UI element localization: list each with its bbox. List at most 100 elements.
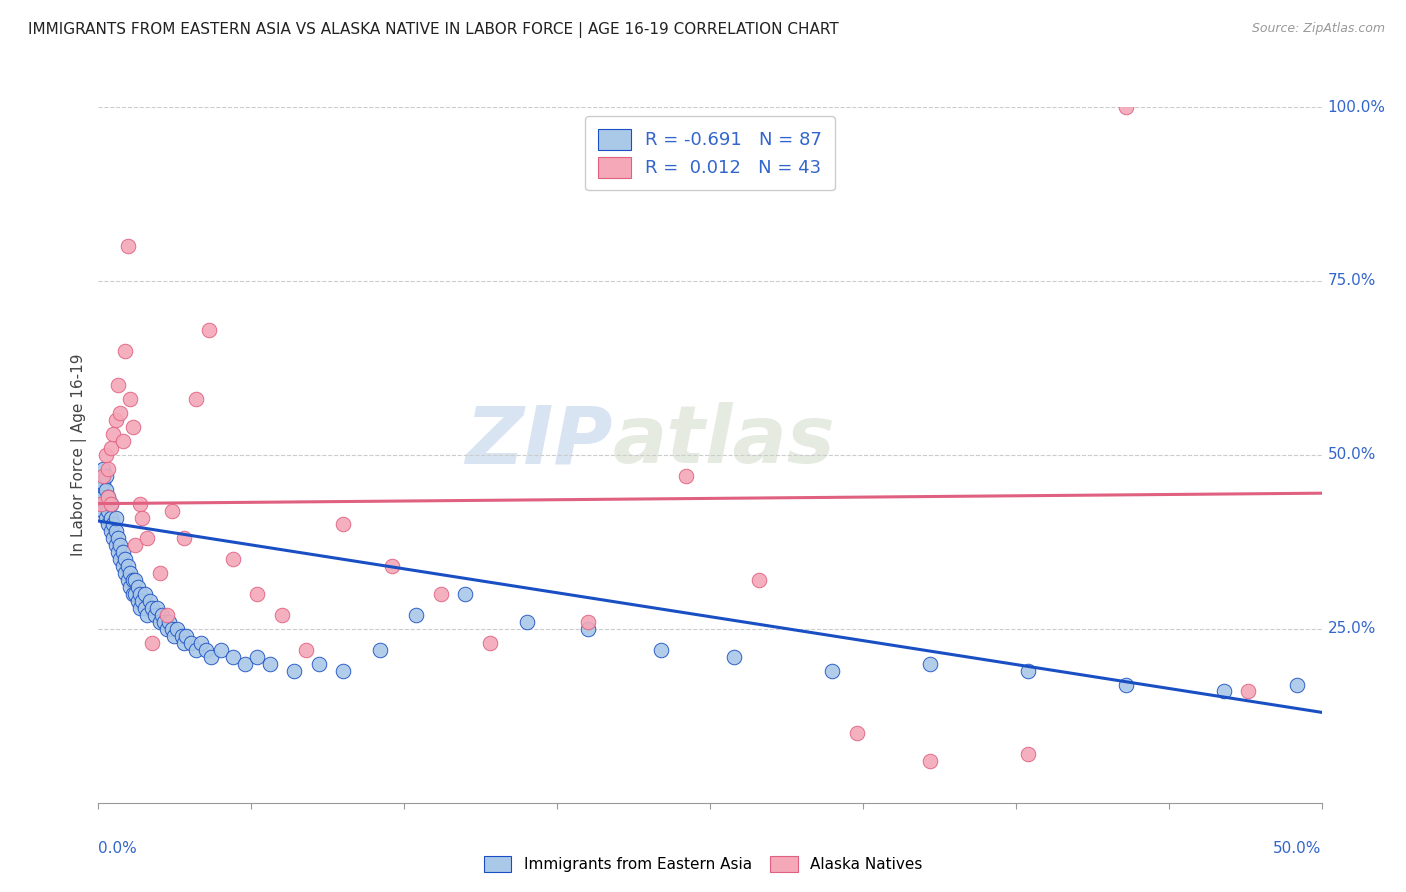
Point — [381, 559, 404, 574]
Point — [97, 517, 120, 532]
Text: 25.0%: 25.0% — [1327, 622, 1376, 636]
Point — [114, 343, 136, 358]
Point — [170, 629, 193, 643]
Point — [156, 607, 179, 622]
Point — [190, 636, 212, 650]
Point — [1286, 677, 1309, 691]
Point — [821, 664, 844, 678]
Point — [209, 642, 232, 657]
Point — [100, 441, 122, 455]
Point — [120, 566, 142, 581]
Point — [121, 420, 143, 434]
Point — [368, 642, 391, 657]
Point — [94, 468, 117, 483]
Point — [405, 607, 427, 622]
Point — [129, 601, 152, 615]
Point — [100, 497, 122, 511]
Point — [141, 601, 163, 615]
Point — [94, 497, 117, 511]
Point — [90, 497, 112, 511]
Legend: Immigrants from Eastern Asia, Alaska Natives: Immigrants from Eastern Asia, Alaska Nat… — [477, 848, 929, 880]
Point — [150, 607, 173, 622]
Point — [129, 497, 152, 511]
Point — [114, 566, 136, 581]
Point — [576, 622, 599, 636]
Point — [134, 587, 156, 601]
Point — [111, 559, 134, 574]
Point — [107, 545, 129, 559]
Point — [104, 510, 127, 524]
Point — [100, 510, 122, 524]
Text: atlas: atlas — [612, 402, 835, 480]
Point — [124, 573, 146, 587]
Point — [163, 629, 186, 643]
Text: IMMIGRANTS FROM EASTERN ASIA VS ALASKA NATIVE IN LABOR FORCE | AGE 16-19 CORRELA: IMMIGRANTS FROM EASTERN ASIA VS ALASKA N… — [28, 22, 839, 38]
Point — [478, 636, 501, 650]
Legend: R = -0.691   N = 87, R =  0.012   N = 43: R = -0.691 N = 87, R = 0.012 N = 43 — [585, 116, 835, 190]
Point — [91, 475, 114, 490]
Point — [134, 601, 156, 615]
Point — [104, 524, 127, 539]
Point — [131, 510, 153, 524]
Point — [222, 552, 245, 566]
Point — [97, 503, 120, 517]
Point — [101, 427, 124, 442]
Point — [186, 392, 208, 407]
Point — [430, 587, 453, 601]
Point — [160, 622, 183, 636]
Y-axis label: In Labor Force | Age 16-19: In Labor Force | Age 16-19 — [72, 353, 87, 557]
Text: Source: ZipAtlas.com: Source: ZipAtlas.com — [1251, 22, 1385, 36]
Point — [101, 517, 124, 532]
Point — [136, 532, 159, 546]
Point — [259, 657, 281, 671]
Point — [160, 503, 183, 517]
Point — [748, 573, 770, 587]
Point — [1115, 677, 1137, 691]
Point — [283, 664, 305, 678]
Point — [143, 607, 166, 622]
Text: 50.0%: 50.0% — [1274, 841, 1322, 856]
Point — [308, 657, 330, 671]
Point — [156, 622, 179, 636]
Point — [136, 607, 159, 622]
Point — [90, 490, 112, 504]
Point — [845, 726, 868, 740]
Point — [114, 552, 136, 566]
Text: ZIP: ZIP — [465, 402, 612, 480]
Point — [920, 657, 942, 671]
Point — [101, 532, 124, 546]
Point — [117, 239, 139, 253]
Point — [121, 573, 143, 587]
Point — [650, 642, 672, 657]
Point — [149, 615, 172, 629]
Point — [91, 462, 114, 476]
Point — [111, 434, 134, 448]
Text: 50.0%: 50.0% — [1327, 448, 1376, 462]
Point — [94, 483, 117, 497]
Point — [157, 615, 180, 629]
Point — [141, 636, 163, 650]
Point — [110, 538, 132, 552]
Point — [124, 587, 146, 601]
Point — [186, 642, 208, 657]
Point — [1017, 664, 1039, 678]
Point — [200, 649, 222, 664]
Text: 0.0%: 0.0% — [98, 841, 138, 856]
Point — [454, 587, 477, 601]
Point — [97, 490, 120, 504]
Point — [920, 754, 942, 768]
Point — [127, 594, 149, 608]
Point — [153, 615, 176, 629]
Point — [195, 642, 218, 657]
Point — [91, 490, 114, 504]
Point — [515, 615, 537, 629]
Point — [139, 594, 162, 608]
Point — [149, 566, 172, 581]
Point — [131, 594, 153, 608]
Point — [117, 573, 139, 587]
Point — [129, 587, 152, 601]
Point — [107, 532, 129, 546]
Point — [176, 629, 198, 643]
Text: 75.0%: 75.0% — [1327, 274, 1376, 288]
Point — [246, 587, 269, 601]
